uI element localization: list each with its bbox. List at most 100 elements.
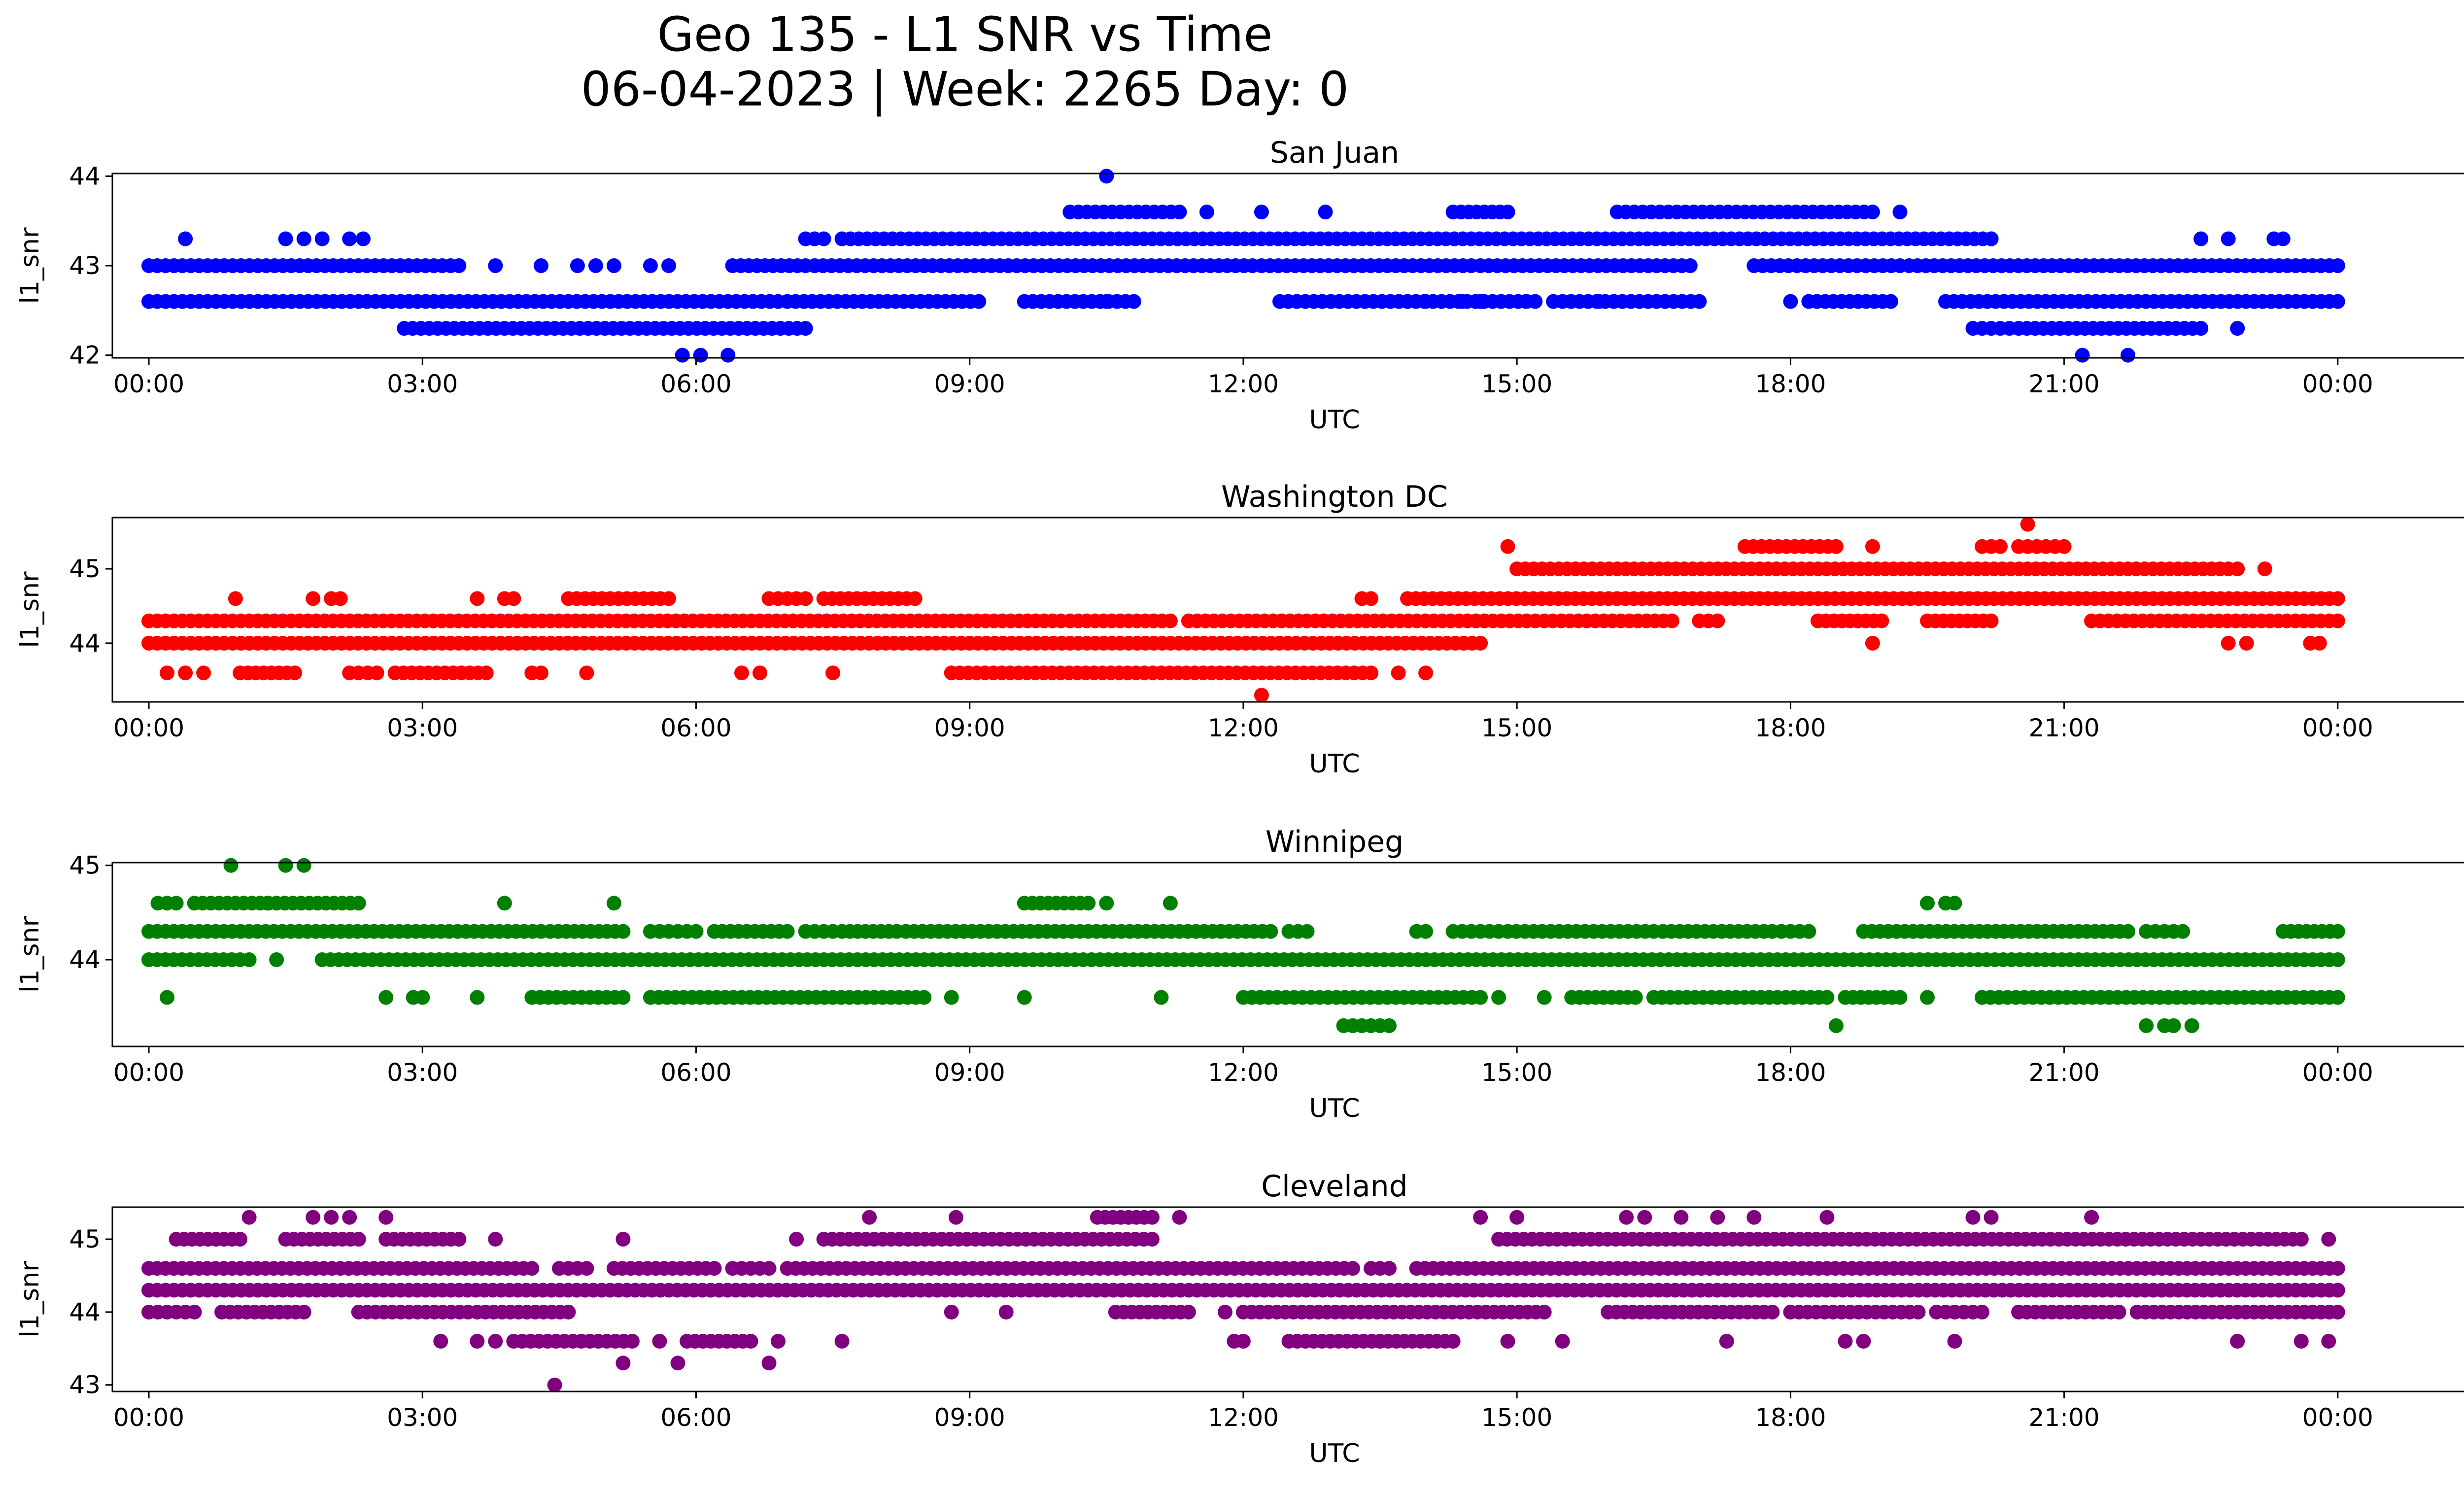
x-tick-label: 06:00 xyxy=(660,1403,731,1432)
data-point xyxy=(2239,635,2254,651)
data-point xyxy=(1838,1334,1853,1349)
subplot-title: San Juan xyxy=(1270,136,1399,170)
x-tick-label: 00:00 xyxy=(113,1403,184,1432)
data-point xyxy=(675,348,690,363)
data-point xyxy=(1144,1232,1160,1247)
data-point xyxy=(187,1304,202,1320)
data-point xyxy=(1500,539,1515,554)
x-tick-label: 00:00 xyxy=(113,370,184,398)
x-axis-label: UTC xyxy=(1309,1439,1360,1468)
data-point xyxy=(1537,1304,1552,1320)
data-point xyxy=(433,1334,448,1349)
data-point xyxy=(1537,990,1552,1005)
data-point xyxy=(1993,539,2008,554)
figure-title-line2: 06-04-2023 | Week: 2265 Day: 0 xyxy=(581,62,1349,117)
data-point xyxy=(616,924,631,939)
y-axis-label: l1_snr xyxy=(15,916,45,993)
data-point xyxy=(1892,205,1908,220)
data-point xyxy=(1364,665,1378,681)
data-point xyxy=(1819,990,1835,1005)
data-point xyxy=(547,1377,562,1392)
data-point xyxy=(2330,613,2345,628)
data-point xyxy=(2321,1232,2336,1247)
x-tick-label: 12:00 xyxy=(1208,714,1279,742)
x-tick-label: 15:00 xyxy=(1481,370,1552,398)
data-point xyxy=(1984,613,1999,628)
subplot-washington-dc: Washington DC 00:00 03:00 06:00 09:00 12:00 15… xyxy=(15,480,2464,779)
data-point xyxy=(1500,205,1515,220)
figure-title-line1: Geo 135 - L1 SNR vs Time xyxy=(657,7,1273,62)
data-point xyxy=(1947,896,1962,911)
data-point xyxy=(470,990,485,1005)
data-point xyxy=(324,1210,339,1225)
data-point xyxy=(1682,258,1698,273)
x-tick-label: 12:00 xyxy=(1208,1403,1279,1432)
data-point xyxy=(269,952,284,967)
data-point xyxy=(693,348,708,363)
x-tick-label: 21:00 xyxy=(2029,714,2100,742)
data-point xyxy=(761,1356,777,1371)
data-point xyxy=(1199,205,1214,220)
x-tick-label: 21:00 xyxy=(2029,370,2100,398)
data-point xyxy=(2330,952,2345,967)
data-point xyxy=(1719,1334,1734,1349)
data-point xyxy=(241,1210,257,1225)
data-point xyxy=(1126,294,1141,309)
data-point xyxy=(1081,896,1096,911)
y-tick-label: 42 xyxy=(69,341,101,370)
data-point xyxy=(1746,1210,1762,1225)
x-tick-label: 15:00 xyxy=(1481,714,1552,742)
data-point xyxy=(1400,294,1415,309)
x-tick-label: 09:00 xyxy=(934,370,1005,398)
data-point xyxy=(451,258,467,273)
data-point xyxy=(1172,1210,1187,1225)
data-point xyxy=(356,231,371,246)
data-point xyxy=(1473,1210,1488,1225)
data-point xyxy=(2330,990,2345,1005)
data-point xyxy=(342,1210,357,1225)
data-point xyxy=(296,231,311,246)
data-points xyxy=(141,858,2345,1033)
data-point xyxy=(1865,635,1880,651)
data-point xyxy=(1345,1261,1360,1276)
subplot-title: Cleveland xyxy=(1261,1169,1407,1204)
data-point xyxy=(351,1232,366,1247)
data-point xyxy=(378,990,394,1005)
data-point xyxy=(1217,1304,1232,1320)
data-point xyxy=(1710,613,1725,628)
data-point xyxy=(1099,896,1114,911)
data-point xyxy=(1163,613,1178,628)
data-point xyxy=(753,665,767,681)
x-tick-label: 06:00 xyxy=(660,370,731,398)
data-point xyxy=(333,591,348,606)
x-tick-label: 00:00 xyxy=(113,714,184,742)
y-tick-label: 45 xyxy=(69,1225,101,1253)
y-tick-label: 44 xyxy=(69,629,101,658)
data-point xyxy=(971,294,987,309)
data-point xyxy=(688,924,704,939)
data-point xyxy=(2221,231,2236,246)
data-point xyxy=(1364,591,1378,606)
data-point xyxy=(1628,990,1643,1005)
data-point xyxy=(1975,1304,1989,1320)
data-point xyxy=(2293,1334,2309,1349)
data-points xyxy=(141,517,2345,703)
data-point xyxy=(616,1232,631,1247)
data-point xyxy=(306,1210,321,1225)
x-tick-label: 00:00 xyxy=(113,1058,184,1087)
data-point xyxy=(561,1304,576,1320)
data-point xyxy=(2330,258,2345,273)
data-point xyxy=(1965,1210,1981,1225)
subplot-title: Washington DC xyxy=(1221,480,1448,514)
data-point xyxy=(944,990,959,1005)
data-point xyxy=(233,1232,248,1247)
data-point xyxy=(2230,321,2245,336)
data-point xyxy=(1920,990,1935,1005)
data-point xyxy=(260,896,275,911)
data-point xyxy=(834,1334,850,1349)
data-point xyxy=(296,1304,311,1320)
data-point xyxy=(1318,205,1333,220)
data-point xyxy=(1865,539,1880,554)
axes-frame xyxy=(111,862,2464,1047)
x-tick-label: 15:00 xyxy=(1481,1058,1552,1087)
